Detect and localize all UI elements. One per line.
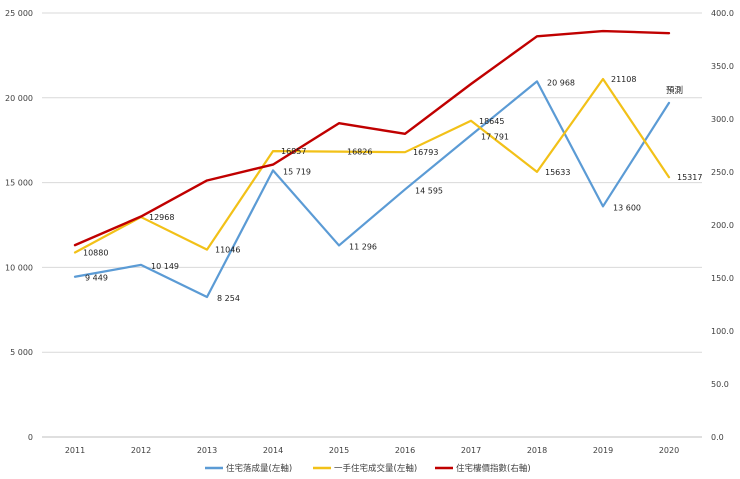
data-label: 10 149: [151, 262, 179, 271]
right-tick-label: 350.0: [711, 62, 734, 71]
data-label: 15317: [677, 173, 702, 182]
data-label: 16826: [347, 148, 372, 157]
series-line-1: [73, 80, 671, 299]
left-tick-label: 5 000: [10, 348, 33, 357]
right-tick-label: 200.0: [711, 221, 734, 230]
right-tick-label: 250.0: [711, 168, 734, 177]
legend-label: 一手住宅成交量(左軸): [334, 463, 417, 474]
x-tick-label: 2014: [263, 446, 283, 455]
legend-label: 住宅樓價指數(右軸): [456, 463, 531, 474]
legend: 住宅落成量(左軸) 一手住宅成交量(左軸) 住宅樓價指數(右軸): [205, 463, 531, 474]
right-tick-label: 50.0: [711, 380, 729, 389]
right-tick-label: 400.0: [711, 9, 734, 18]
data-label: 12968: [149, 213, 174, 222]
x-tick-label: 2015: [329, 446, 349, 455]
left-tick-label: 0: [28, 433, 33, 442]
x-tick-label: 2018: [527, 446, 547, 455]
x-tick-label: 2016: [395, 446, 415, 455]
data-label: 11046: [215, 246, 240, 255]
series-line-2: [73, 77, 671, 254]
left-tick-label: 10 000: [5, 263, 33, 272]
series-lines: [73, 29, 671, 299]
x-tick-label: 2019: [593, 446, 613, 455]
data-label: 8 254: [217, 294, 240, 303]
data-label: 21108: [611, 75, 636, 84]
data-label: 16857: [281, 147, 306, 156]
series-line-3: [73, 29, 671, 247]
right-tick-label: 0.0: [711, 433, 724, 442]
left-tick-label: 15 000: [5, 179, 33, 188]
data-label: 15633: [545, 168, 570, 177]
x-tick-label: 2011: [65, 446, 85, 455]
right-tick-label: 300.0: [711, 115, 734, 124]
data-label: 17 791: [481, 132, 509, 141]
data-label: 15 719: [283, 167, 311, 176]
right-tick-label: 150.0: [711, 274, 734, 283]
x-axis-ticks: 2011 2012 2013 2014 2015 2016 2017 2018 2019 2020: [65, 446, 679, 455]
data-label: 9 449: [85, 274, 108, 283]
x-tick-label: 2020: [659, 446, 679, 455]
data-label: 20 968: [547, 78, 575, 87]
left-tick-label: 20 000: [5, 94, 33, 103]
x-tick-label: 2012: [131, 446, 151, 455]
data-label: 11 296: [349, 242, 377, 251]
right-axis-ticks: 0.0 50.0 100.0 150.0 200.0 250.0 300.0 350.0 400…: [711, 9, 734, 442]
data-labels: 9 449 10 149 8 254 15 719 11 296 14 595 17 791…: [83, 75, 702, 303]
left-tick-label: 25 000: [5, 9, 33, 18]
data-label: 10880: [83, 248, 108, 257]
forecast-annotation: 預測: [666, 85, 683, 96]
x-tick-label: 2013: [197, 446, 217, 455]
data-label: 14 595: [415, 186, 443, 195]
data-label: 18645: [479, 117, 504, 126]
data-label: 16793: [413, 148, 438, 157]
right-tick-label: 100.0: [711, 327, 734, 336]
x-tick-label: 2017: [461, 446, 481, 455]
legend-label: 住宅落成量(左軸): [226, 463, 292, 474]
data-label: 13 600: [613, 203, 641, 212]
left-axis-ticks: 0 5 000 10 000 15 000 20 000 25 000: [5, 9, 33, 442]
gridlines: [42, 12, 702, 438]
